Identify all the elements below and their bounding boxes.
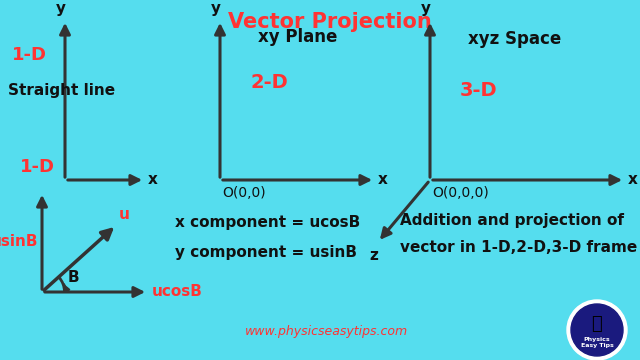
Text: x component = ucosB: x component = ucosB [175,215,360,230]
Text: x: x [628,172,638,188]
Text: B: B [68,270,79,285]
Text: u: u [118,207,129,222]
Text: 1-D: 1-D [12,46,47,64]
Text: Easy Tips: Easy Tips [580,343,613,348]
Text: 🧠: 🧠 [591,315,602,333]
Text: Addition and projection of: Addition and projection of [400,212,624,228]
Text: y: y [56,1,66,16]
Text: y: y [421,1,431,16]
Text: ucosB: ucosB [152,284,203,300]
Text: y: y [211,1,221,16]
Text: z: z [369,248,378,263]
Circle shape [571,304,623,356]
Text: y component = usinB: y component = usinB [175,244,357,260]
Text: Vector Projection: Vector Projection [228,12,432,32]
Text: Straight line: Straight line [8,83,115,98]
Text: xy Plane: xy Plane [258,28,337,46]
Text: usinB: usinB [0,234,38,249]
Text: www.physicseasytips.com: www.physicseasytips.com [245,325,408,338]
Text: vector in 1-D,2-D,3-D frame: vector in 1-D,2-D,3-D frame [400,240,637,256]
Text: x: x [148,172,158,188]
Text: Physics: Physics [584,338,611,342]
Text: 3-D: 3-D [460,81,498,100]
Text: 2-D: 2-D [250,73,288,92]
Text: xyz Space: xyz Space [468,30,561,48]
Text: O(0,0,0): O(0,0,0) [432,186,489,200]
Circle shape [567,300,627,360]
Text: x: x [378,172,388,188]
Text: 1-D: 1-D [20,158,55,176]
Text: O(0,0): O(0,0) [222,186,266,200]
